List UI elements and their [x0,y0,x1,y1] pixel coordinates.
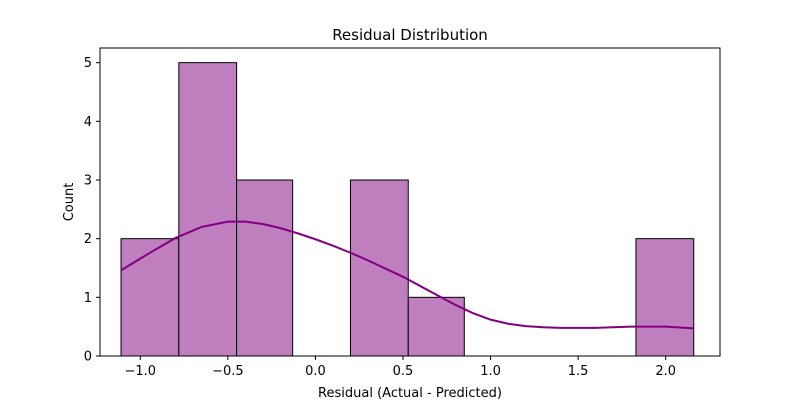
y-tick-label-2: 2 [84,232,92,247]
y-tick-label-1: 1 [84,291,92,306]
y-ticks: 0 1 2 3 4 5 [84,56,100,365]
kde-curve [120,220,694,330]
x-axis-label: Residual (Actual - Predicted) [318,386,502,400]
y-tick-label-3: 3 [84,174,92,189]
y-axis-label: Count [62,183,77,222]
x-tick-label-0: −1.0 [124,364,156,379]
y-tick-label-5: 5 [84,56,92,71]
histogram-bar-4 [349,179,409,357]
x-tick-label-3: 0.5 [393,364,414,379]
x-tick-label-5: 1.5 [568,364,589,379]
chart-title: Residual Distribution [332,26,488,44]
bars-group [120,62,695,357]
x-tick-label-2: 0.0 [305,364,326,379]
y-tick-label-0: 0 [84,350,92,365]
x-tick-label-6: 2.0 [655,364,676,379]
histogram-bar-0 [120,238,180,357]
histogram-bar-1 [178,62,238,357]
histogram-bar-5 [407,296,465,357]
axes-frame [99,47,721,357]
histogram-bar-2 [236,179,294,357]
x-tick-label-4: 1.0 [480,364,501,379]
histogram-bar-9 [635,238,695,357]
y-tick-label-4: 4 [84,115,92,130]
x-tick-label-1: −0.5 [212,364,244,379]
x-ticks: −1.0 −0.5 0.0 0.5 1.0 1.5 2.0 [124,356,676,379]
